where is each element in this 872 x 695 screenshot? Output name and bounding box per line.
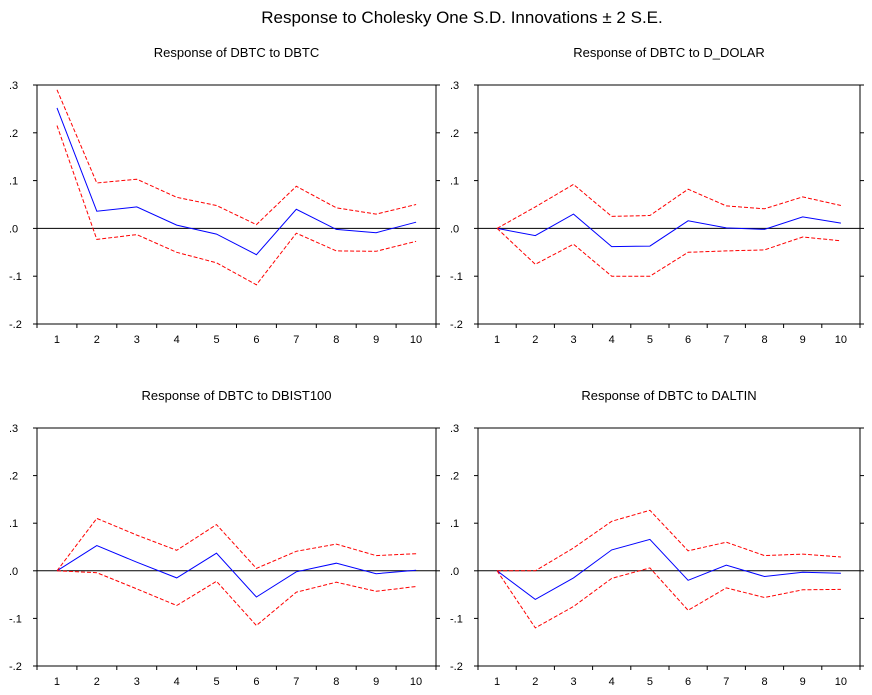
x-tick-label: 4 bbox=[609, 676, 615, 688]
panel-title: Response of DBTC to D_DOLAR bbox=[573, 45, 764, 60]
upper-band-line bbox=[497, 509, 841, 572]
x-tick-label: 8 bbox=[761, 334, 767, 346]
lower-band-line bbox=[56, 570, 417, 627]
x-tick-label: 10 bbox=[410, 676, 422, 688]
x-tick-label: 5 bbox=[213, 334, 219, 346]
response-line bbox=[497, 213, 841, 248]
x-tick-label: 9 bbox=[373, 676, 379, 688]
x-tick-label: 4 bbox=[609, 334, 615, 346]
y-tick-label: .3 bbox=[450, 423, 459, 435]
x-tick-label: 1 bbox=[494, 676, 500, 688]
x-tick-label: 10 bbox=[835, 334, 847, 346]
x-tick-label: 1 bbox=[54, 676, 60, 688]
x-tick-label: 7 bbox=[293, 676, 299, 688]
y-tick-label: .2 bbox=[450, 471, 459, 483]
plot-frame bbox=[36, 84, 437, 325]
y-tick-label: .3 bbox=[9, 80, 18, 92]
y-tick-label: .0 bbox=[9, 566, 18, 578]
y-tick-label: .2 bbox=[9, 128, 18, 140]
y-tick-label: .3 bbox=[9, 423, 18, 435]
panel-title: Response of DBTC to DBIST100 bbox=[141, 388, 331, 403]
figure-title: Response to Cholesky One S.D. Innovation… bbox=[261, 8, 662, 27]
chart-panel: Response of DBTC to D_DOLAR .3 .2 .1 .0 -.1 -.… bbox=[450, 45, 864, 346]
x-tick-label: 9 bbox=[800, 334, 806, 346]
x-tick-label: 2 bbox=[94, 676, 100, 688]
upper-band-line bbox=[56, 517, 417, 572]
lower-band-line bbox=[496, 228, 841, 277]
y-tick-label: -.2 bbox=[450, 319, 463, 331]
x-tick-label: 9 bbox=[800, 676, 806, 688]
x-tick-label: 8 bbox=[333, 676, 339, 688]
chart-panel: Response of DBTC to DALTIN .3 .2 .1 .0 -.1 -.2… bbox=[450, 388, 864, 688]
y-tick-label: .0 bbox=[450, 223, 459, 235]
panel-title: Response of DBTC to DALTIN bbox=[581, 388, 756, 403]
x-tick-label: 2 bbox=[94, 334, 100, 346]
y-tick-label: -.1 bbox=[450, 613, 463, 625]
y-tick-label: -.2 bbox=[450, 661, 463, 673]
plot-frame bbox=[477, 427, 861, 667]
x-tick-label: 4 bbox=[174, 676, 180, 688]
x-tick-label: 2 bbox=[532, 676, 538, 688]
y-tick-label: .1 bbox=[9, 176, 18, 188]
x-tick-label: 7 bbox=[723, 676, 729, 688]
x-tick-label: 7 bbox=[723, 334, 729, 346]
y-tick-label: -.1 bbox=[9, 271, 22, 283]
y-tick-label: .3 bbox=[450, 80, 459, 92]
y-tick-label: -.2 bbox=[9, 661, 22, 673]
x-tick-label: 1 bbox=[494, 334, 500, 346]
x-tick-label: 6 bbox=[685, 676, 691, 688]
response-line bbox=[496, 538, 841, 600]
x-tick-label: 6 bbox=[253, 676, 259, 688]
x-tick-label: 8 bbox=[761, 676, 767, 688]
x-tick-label: 6 bbox=[685, 334, 691, 346]
x-tick-label: 1 bbox=[54, 334, 60, 346]
lower-band-line bbox=[496, 567, 841, 629]
response-line bbox=[56, 107, 417, 256]
y-tick-label: -.1 bbox=[9, 613, 22, 625]
x-tick-label: 6 bbox=[253, 334, 259, 346]
panel-title: Response of DBTC to DBTC bbox=[154, 45, 319, 60]
x-tick-label: 9 bbox=[373, 334, 379, 346]
x-tick-label: 3 bbox=[570, 334, 576, 346]
x-tick-label: 3 bbox=[134, 334, 140, 346]
chart-panel: Response of DBTC to DBIST100 .3 .2 .1 .0 -.1 -… bbox=[9, 388, 440, 688]
chart-panel: Response of DBTC to DBTC .3 .2 .1 .0 -.1 -.2 1 2… bbox=[9, 45, 440, 346]
y-tick-label: .1 bbox=[450, 518, 459, 530]
y-tick-label: .2 bbox=[450, 128, 459, 140]
response-line bbox=[56, 545, 417, 598]
x-tick-label: 2 bbox=[532, 334, 538, 346]
x-tick-label: 5 bbox=[647, 334, 653, 346]
lower-band-line bbox=[56, 125, 417, 286]
y-tick-label: .0 bbox=[9, 223, 18, 235]
upper-band-line bbox=[496, 183, 842, 229]
plot-frame bbox=[477, 84, 861, 325]
y-tick-label: .0 bbox=[450, 566, 459, 578]
x-tick-label: 10 bbox=[835, 676, 847, 688]
x-tick-label: 3 bbox=[134, 676, 140, 688]
y-tick-label: -.1 bbox=[450, 271, 463, 283]
y-tick-label: .1 bbox=[450, 176, 459, 188]
x-tick-label: 10 bbox=[410, 334, 422, 346]
x-tick-label: 8 bbox=[333, 334, 339, 346]
upper-band-line bbox=[56, 89, 417, 226]
x-tick-label: 4 bbox=[174, 334, 180, 346]
x-tick-label: 3 bbox=[570, 676, 576, 688]
y-tick-label: .2 bbox=[9, 471, 18, 483]
y-tick-label: -.2 bbox=[9, 319, 22, 331]
x-tick-label: 5 bbox=[647, 676, 653, 688]
x-tick-label: 5 bbox=[213, 676, 219, 688]
x-tick-label: 7 bbox=[293, 334, 299, 346]
y-tick-label: .1 bbox=[9, 518, 18, 530]
